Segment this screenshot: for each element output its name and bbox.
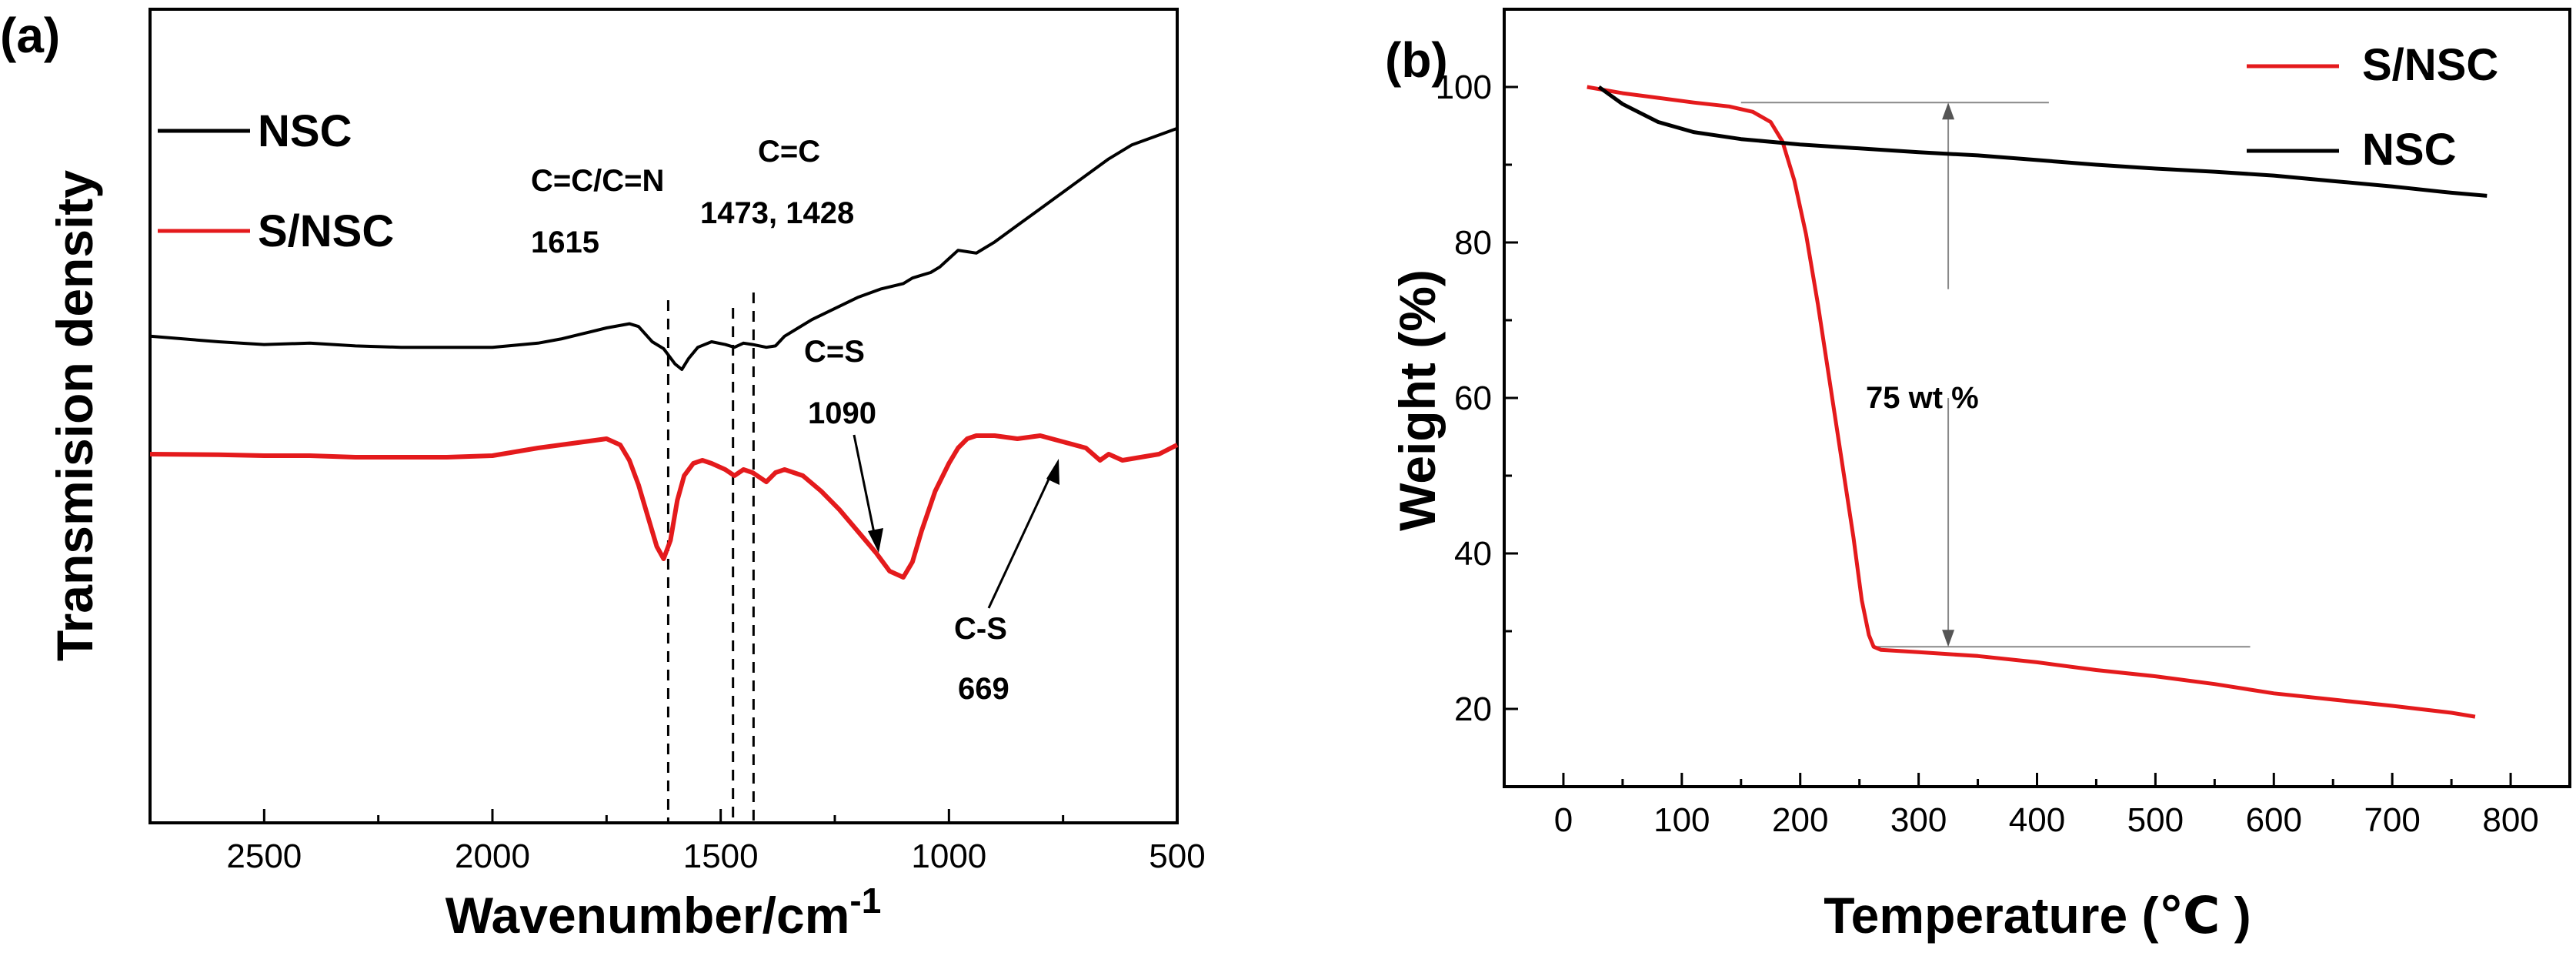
panel-a-plot-frame [148, 8, 1179, 824]
panel-b: (b) 0 100 200 300 400 500 600 700 800 20 40 60 80 100… [1385, 8, 2571, 944]
panel-b-arrow-up-head [1942, 102, 1955, 120]
panel-a-legend-label-nsc: NSC [258, 106, 352, 156]
panel-a-arrow-cs-single [987, 459, 1059, 609]
panel-a-annotation-cs-single: C-S [954, 612, 1007, 646]
panel-b-x-tick-label-700: 700 [2364, 801, 2420, 839]
panel-b-x-tick-label-300: 300 [1890, 801, 1947, 839]
panel-b-tick-labels: 0 100 200 300 400 500 600 700 800 20 40 60 80 100 [1436, 69, 2539, 839]
panel-b-legend: S/NSC NSC [2247, 40, 2498, 175]
panel-a-annotation-cc-cn: C=C/C=N [531, 164, 664, 198]
panel-b-y-tick-label-60: 60 [1454, 379, 1492, 417]
panel-a-x-axis-title: Wavenumber/cm-1 [445, 881, 882, 944]
panel-a-y-axis-title: Transmision density [46, 170, 103, 661]
panel-b-y-tick-label-80: 80 [1454, 224, 1492, 262]
panel-b-ticks [1503, 8, 2571, 788]
panel-b-x-tick-label-100: 100 [1653, 801, 1710, 839]
panel-a-annotation-cc-cn-value: 1615 [531, 226, 599, 259]
panel-a-annotation-cs-double-value: 1090 [808, 396, 876, 430]
panel-b-arrow-down-head [1942, 630, 1955, 647]
panel-a-annotation-cc-value: 1473, 1428 [700, 196, 854, 230]
panel-a-arrow-cs-double [853, 434, 883, 553]
panel-a-annotation-cs-double: C=S [804, 335, 865, 369]
panel-b-series-line-s-nsc [1587, 85, 2476, 719]
panel-a: (a) 2500 2000 1500 1000 500 NSC S/NSC C=C/C=… [0, 8, 1206, 944]
panel-b-annotation-mass-loss: 75 wt % [1866, 381, 1979, 415]
panel-a-x-tick-label-1500: 1500 [683, 837, 759, 875]
panel-b-mass-loss-guides [1740, 102, 2251, 648]
panel-a-x-tick-label-2500: 2500 [226, 837, 302, 875]
panel-a-series [149, 126, 1179, 580]
panel-b-x-axis-title: Temperature (℃ ) [1824, 887, 2251, 944]
panel-b-x-tick-label-800: 800 [2482, 801, 2538, 839]
panel-a-legend: NSC S/NSC [158, 106, 394, 256]
panel-b-label: (b) [1385, 32, 1448, 88]
panel-a-series-line-nsc [149, 126, 1178, 371]
panel-b-legend-label-nsc: NSC [2362, 125, 2456, 175]
panel-b-legend-label-snsc: S/NSC [2362, 40, 2498, 90]
panel-b-x-tick-label-600: 600 [2246, 801, 2302, 839]
panel-b-x-tick-label-0: 0 [1554, 801, 1573, 839]
panel-a-x-tick-label-1000: 1000 [911, 837, 986, 875]
panel-b-series [1587, 85, 2488, 719]
panel-b-x-tick-label-200: 200 [1772, 801, 1828, 839]
panel-b-series-line-nsc [1597, 85, 2488, 198]
panel-a-annotation-cs-single-value: 669 [958, 672, 1009, 706]
panel-b-x-tick-label-400: 400 [2009, 801, 2065, 839]
panel-a-series-line-s-nsc [149, 433, 1179, 580]
panel-a-x-ticks [148, 809, 1179, 823]
panel-a-annotation-cc: C=C [758, 135, 820, 169]
panel-b-y-tick-label-40: 40 [1454, 535, 1492, 573]
panel-a-label: (a) [0, 8, 60, 63]
panel-a-legend-label-snsc: S/NSC [258, 206, 394, 256]
panel-b-y-tick-label-20: 20 [1454, 690, 1492, 728]
panel-b-x-tick-label-500: 500 [2127, 801, 2184, 839]
panel-b-y-axis-title: Weight (%) [1389, 269, 1446, 531]
panel-b-y-tick-label-100: 100 [1436, 69, 1492, 106]
panel-a-x-tick-label-500: 500 [1149, 837, 1205, 875]
panel-a-x-tick-labels: 2500 2000 1500 1000 500 [226, 837, 1205, 875]
panel-a-annotation-lines [666, 292, 755, 823]
panel-a-x-tick-label-2000: 2000 [455, 837, 530, 875]
